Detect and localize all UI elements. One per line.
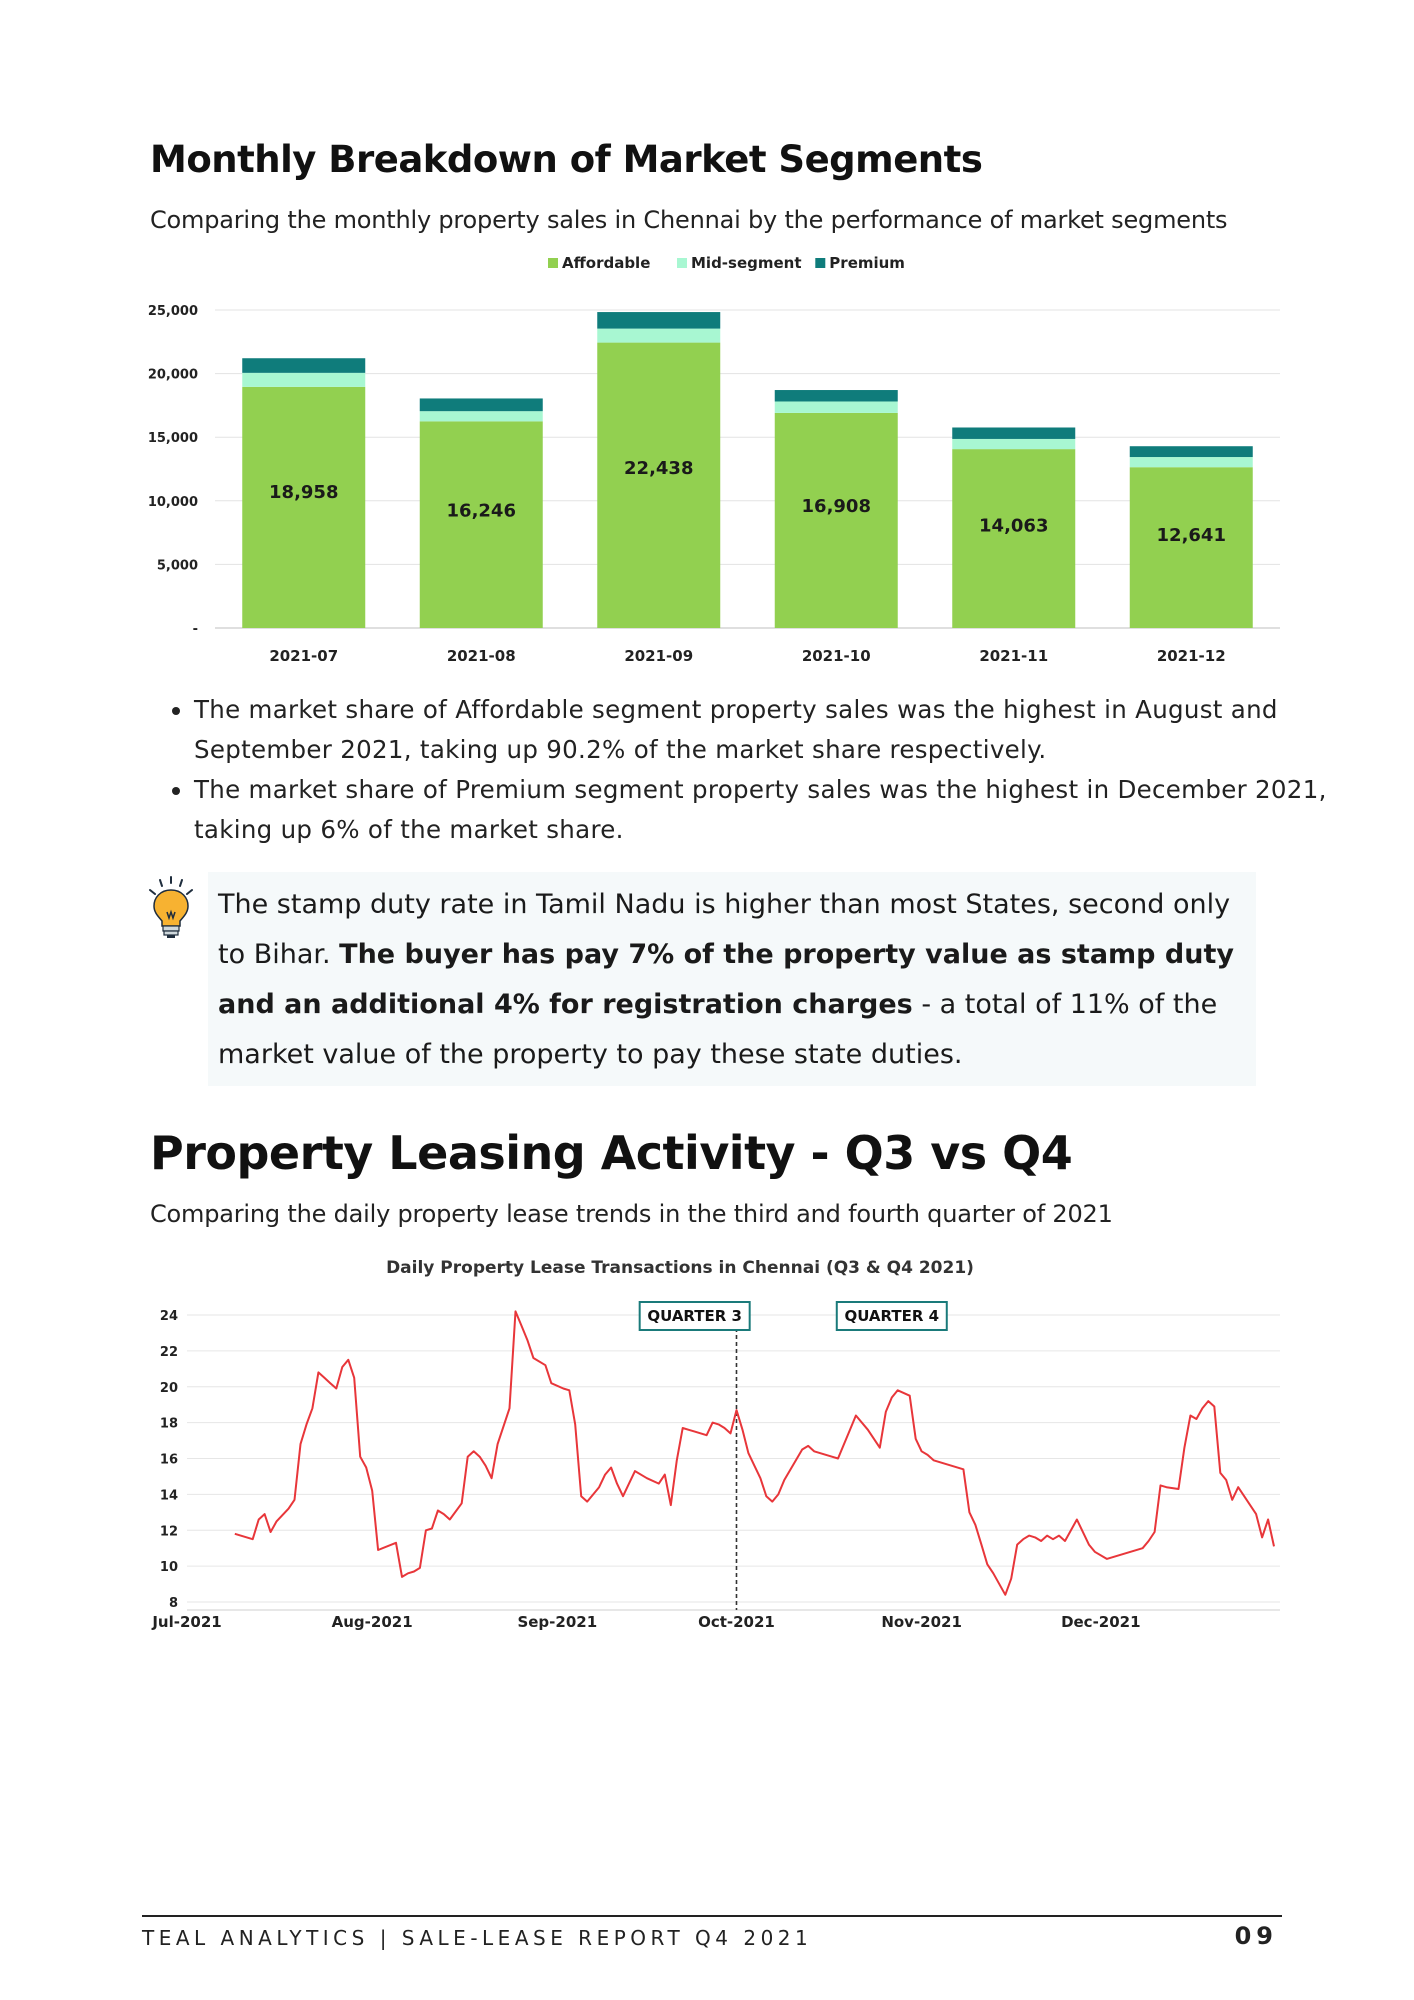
callout-text: - a total of 11% of the market value of … bbox=[218, 989, 1218, 1070]
bar-premium bbox=[242, 358, 366, 373]
callout-text: The stamp duty rate in Tamil Nadu is hig… bbox=[218, 889, 1231, 970]
y-tick-label: 20 bbox=[160, 1381, 178, 1396]
y-tick-label: 25,000 bbox=[148, 304, 198, 319]
x-tick-label: Aug-2021 bbox=[332, 1613, 413, 1631]
bar-affordable bbox=[419, 421, 543, 628]
bar-value-label: 22,438 bbox=[624, 458, 693, 479]
footer-report-name: TEAL ANALYTICS | SALE-LEASE REPORT Q4 20… bbox=[142, 1926, 813, 1950]
callout-text-bold: The buyer has pay 7% of the property val… bbox=[218, 939, 1234, 1020]
y-tick-label: 10,000 bbox=[148, 495, 198, 510]
y-tick-label: 10 bbox=[160, 1560, 178, 1575]
legend-swatch bbox=[677, 258, 687, 268]
bar-affordable bbox=[597, 342, 721, 628]
y-tick-label: 20,000 bbox=[148, 368, 198, 383]
quarter-annotation-label: QUARTER 4 bbox=[844, 1307, 939, 1325]
legend-label: Affordable bbox=[562, 254, 650, 272]
lightbulb-icon bbox=[149, 876, 193, 938]
x-tick-label: 2021-11 bbox=[979, 647, 1048, 665]
bar-mid-segment bbox=[952, 438, 1076, 450]
bar-value-label: 16,246 bbox=[447, 500, 516, 521]
y-tick-label: - bbox=[193, 622, 198, 637]
section-title: Property Leasing Activity - Q3 vs Q4 bbox=[150, 1126, 1073, 1180]
legend-swatch bbox=[815, 258, 826, 268]
bar-affordable bbox=[952, 449, 1076, 628]
chart-title: Daily Property Lease Transactions in Che… bbox=[386, 1258, 974, 1278]
bar-mid-segment bbox=[1129, 457, 1253, 468]
x-tick-label: 2021-10 bbox=[802, 647, 871, 665]
bar-mid-segment bbox=[242, 372, 366, 387]
section-subtitle: Comparing the monthly property sales in … bbox=[150, 206, 1228, 234]
bar-premium bbox=[1129, 446, 1253, 458]
legend-label: Premium bbox=[829, 254, 905, 272]
section-title: Monthly Breakdown of Market Segments bbox=[150, 138, 983, 181]
bar-premium bbox=[419, 398, 543, 412]
y-tick-label: 8 bbox=[169, 1596, 178, 1611]
x-tick-label: 2021-07 bbox=[269, 647, 338, 665]
bar-value-label: 18,958 bbox=[269, 482, 338, 503]
y-tick-label: 18 bbox=[160, 1417, 178, 1432]
bar-affordable bbox=[1129, 467, 1253, 628]
stamp-duty-callout: The stamp duty rate in Tamil Nadu is hig… bbox=[208, 872, 1256, 1086]
bar-affordable bbox=[242, 386, 366, 628]
page-number: 09 bbox=[1234, 1922, 1278, 1950]
y-tick-label: 16 bbox=[160, 1453, 178, 1468]
legend-label: Mid-segment bbox=[691, 254, 802, 272]
bar-mid-segment bbox=[774, 401, 898, 413]
insight-item: The market share of Premium segment prop… bbox=[194, 770, 1334, 850]
bar-value-label: 12,641 bbox=[1157, 525, 1226, 546]
y-tick-label: 22 bbox=[160, 1345, 178, 1360]
bar-value-label: 14,063 bbox=[979, 515, 1048, 536]
y-tick-label: 14 bbox=[160, 1488, 178, 1503]
bar-premium bbox=[597, 312, 721, 329]
bar-premium bbox=[952, 427, 1076, 439]
x-tick-label: Oct-2021 bbox=[698, 1613, 775, 1631]
x-tick-label: Jul-2021 bbox=[151, 1613, 221, 1631]
y-tick-label: 12 bbox=[160, 1524, 178, 1539]
y-tick-label: 24 bbox=[160, 1309, 178, 1324]
quarter-annotation-label: QUARTER 3 bbox=[647, 1307, 742, 1325]
bar-premium bbox=[774, 390, 898, 402]
x-tick-label: Nov-2021 bbox=[881, 1613, 962, 1631]
bar-mid-segment bbox=[419, 411, 543, 422]
footer-divider bbox=[142, 1915, 1282, 1917]
section-subtitle: Comparing the daily property lease trend… bbox=[150, 1200, 1113, 1228]
x-tick-label: 2021-08 bbox=[447, 647, 516, 665]
legend-swatch bbox=[548, 258, 558, 268]
bar-mid-segment bbox=[597, 328, 721, 343]
x-tick-label: Sep-2021 bbox=[517, 1613, 597, 1631]
insight-list: The market share of Affordable segment p… bbox=[150, 690, 1334, 850]
x-tick-label: 2021-12 bbox=[1157, 647, 1226, 665]
quarter-annotation-box bbox=[638, 1301, 751, 1331]
y-tick-label: 5,000 bbox=[157, 558, 198, 573]
lease-series-line bbox=[234, 1310, 1275, 1596]
x-tick-label: Dec-2021 bbox=[1061, 1613, 1141, 1631]
market-segments-bar-chart: Affordable Mid-segment Premium - 5,000 10,000… bbox=[148, 254, 1280, 665]
x-tick-label: 2021-09 bbox=[624, 647, 693, 665]
insight-item: The market share of Affordable segment p… bbox=[194, 690, 1334, 770]
lease-transactions-line-chart: Daily Property Lease Transactions in Che… bbox=[151, 1258, 1280, 1631]
y-tick-label: 15,000 bbox=[148, 431, 198, 446]
quarter-annotation-box bbox=[835, 1301, 948, 1331]
bar-value-label: 16,908 bbox=[802, 496, 871, 517]
bar-affordable bbox=[774, 412, 898, 628]
